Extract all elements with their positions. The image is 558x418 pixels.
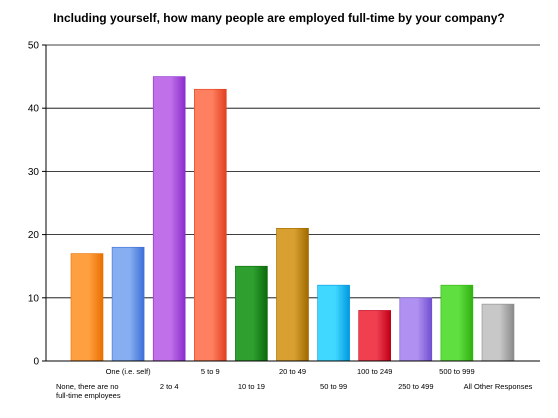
category-label: All Other Responses [464,382,533,391]
category-label: 5 to 9 [201,367,220,376]
category-label: One (i.e. self) [106,367,152,376]
bar [194,88,227,362]
category-label: 250 to 499 [398,382,433,391]
y-tick-label: 30 [28,167,40,178]
y-tick-label: 40 [28,104,40,115]
y-tick-label: 10 [28,293,40,304]
bar [70,253,104,362]
bar [399,297,433,362]
bar [111,246,145,362]
bar [235,265,268,362]
axes: 0 10 20 30 40 50 [28,41,540,368]
bar [152,76,186,362]
category-labels: None, there are no full-time employees One… [56,367,533,400]
category-label: 100 to 249 [357,367,392,376]
category-label: 50 to 99 [320,382,347,391]
category-label: 20 to 49 [279,367,306,376]
bar [358,310,392,362]
chart-title: Including yourself, how many people are … [53,11,504,25]
y-tick-label: 20 [28,230,40,241]
category-label: 2 to 4 [160,382,179,391]
bar [317,284,350,362]
category-label: 10 to 19 [238,382,265,391]
y-tick-label: 0 [33,357,39,368]
bar [276,227,309,362]
y-tick-label: 50 [28,41,40,52]
category-label: None, there are no full-time employees [56,382,121,400]
bar [481,303,515,362]
category-label: 500 to 999 [439,367,474,376]
bars [70,76,515,362]
bar [440,284,474,362]
